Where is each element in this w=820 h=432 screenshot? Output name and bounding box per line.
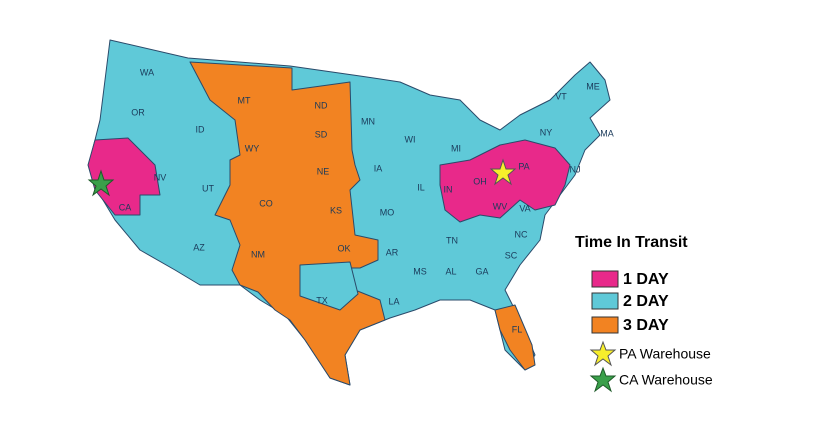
state-label: ND (315, 100, 328, 110)
state-label: AL (445, 266, 456, 276)
state-label: SC (505, 250, 518, 260)
zone-1-day (87, 137, 161, 216)
state-label: WA (140, 67, 154, 77)
legend-label: PA Warehouse (619, 346, 711, 362)
state-label: TN (446, 235, 458, 245)
state-label: SD (315, 129, 328, 139)
map (87, 39, 611, 386)
state-label: OR (131, 107, 145, 117)
legend-label: 3 DAY (623, 317, 669, 334)
legend-title: Time In Transit (575, 234, 688, 251)
zone-1-day (439, 139, 571, 223)
legend-label: 1 DAY (623, 271, 669, 288)
state-labels: WA OR ID MT ND MN SD WY NE IA WI MI NV UT CO KS MO IL IN OH… (119, 67, 614, 334)
legend-label: CA Warehouse (619, 372, 713, 388)
state-label: IL (417, 182, 425, 192)
state-label: NE (317, 166, 330, 176)
state-label: NV (154, 172, 167, 182)
state-label: NY (540, 127, 553, 137)
state-label: TX (316, 295, 328, 305)
state-label: ID (196, 124, 206, 134)
state-label: LA (388, 296, 399, 306)
state-label: MN (361, 116, 375, 126)
legend-label: 2 DAY (623, 293, 669, 310)
state-label: MA (600, 128, 614, 138)
state-label: PA (518, 161, 529, 171)
pa-warehouse-star (489, 158, 517, 186)
legend-star (589, 366, 617, 393)
state-label: VT (555, 91, 567, 101)
state-label: NJ (570, 164, 581, 174)
state-label: AR (386, 247, 399, 257)
legend-swatch (591, 316, 619, 334)
legend-swatch (591, 270, 619, 288)
state-label: ME (586, 81, 600, 91)
zone-3-day (494, 304, 536, 371)
state-label: WY (245, 143, 260, 153)
state-label: UT (202, 183, 214, 193)
legend-swatch (591, 292, 619, 310)
state-label: IN (444, 184, 453, 194)
state-label: CO (259, 198, 273, 208)
state-label: CA (119, 202, 132, 212)
state-label: OH (473, 176, 487, 186)
state-label: OK (337, 243, 350, 253)
state-label: MT (238, 95, 251, 105)
legend-star (589, 340, 617, 367)
state-label: GA (475, 266, 488, 276)
state-label: AZ (193, 242, 205, 252)
state-label: KS (330, 205, 342, 215)
state-label: NM (251, 249, 265, 259)
state-label: NC (515, 229, 528, 239)
state-label: VA (519, 203, 530, 213)
state-label: FL (512, 324, 523, 334)
state-label: WV (493, 201, 508, 211)
legend: Time In Transit 1 DAY 2 DAY 3 DAY PA War… (575, 234, 713, 393)
state-label: MS (413, 266, 427, 276)
state-label: WI (405, 134, 416, 144)
ca-warehouse-star (87, 169, 115, 197)
state-label: IA (374, 163, 383, 173)
zone-2-day (299, 261, 359, 311)
state-label: MO (380, 207, 395, 217)
state-label: MI (451, 143, 461, 153)
